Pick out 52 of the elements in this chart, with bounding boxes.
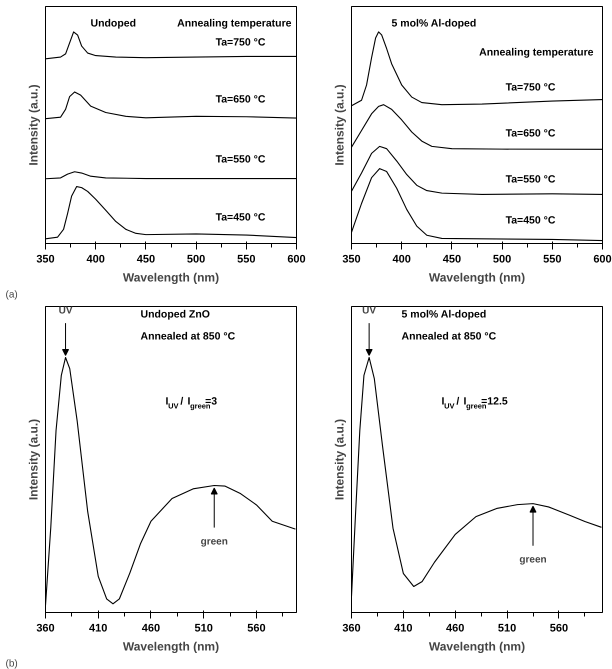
annotation: Ta=650 °C: [216, 94, 266, 106]
annotation: UV: [362, 306, 376, 317]
y-axis-title: Intensity (a.u.): [332, 84, 346, 166]
x-tick-label: 460: [446, 622, 464, 634]
x-tick-label: 510: [498, 622, 516, 634]
x-tick-label: 550: [543, 254, 562, 266]
annotation: green: [200, 536, 228, 548]
x-axis-title: Wavelength (nm): [428, 640, 526, 654]
x-axis-title: Wavelength (nm): [122, 640, 220, 654]
x-tick-label: 450: [442, 254, 462, 266]
x-tick-label: 500: [492, 254, 512, 266]
x-tick-label: 410: [89, 622, 108, 634]
x-tick-label: 360: [342, 622, 361, 634]
annotation: Ta=550 °C: [506, 174, 556, 186]
x-tick-label: 360: [36, 622, 55, 634]
annotation: Ta=750 °C: [216, 36, 266, 48]
text: Undoped: [90, 18, 136, 30]
y-axis-title: Intensity (a.u.): [332, 418, 346, 500]
x-tick-label: 510: [194, 622, 213, 634]
y-axis-title: Intensity (a.u.): [26, 84, 40, 166]
text: 5 mol% Al-doped: [402, 308, 486, 320]
x-tick-label: 550: [237, 254, 256, 266]
annotation: Ta=550 °C: [216, 154, 266, 166]
text: Annealed at 850 °C: [140, 330, 236, 342]
text: Annealed at 850 °C: [402, 330, 497, 342]
x-tick-label: 500: [186, 254, 206, 266]
y-axis-title: Intensity (a.u.): [26, 418, 40, 500]
text: 5 mol% Al-doped: [392, 18, 476, 30]
x-tick-label: 460: [142, 622, 160, 634]
annotation: Ta=450 °C: [506, 214, 556, 226]
x-tick-label: 350: [342, 254, 361, 266]
annotation: green: [519, 554, 547, 566]
x-tick-label: 560: [247, 622, 266, 634]
annotation: Ta=750 °C: [506, 82, 556, 94]
x-axis-title: Wavelength (nm): [122, 270, 220, 284]
annotation: Ta=650 °C: [506, 128, 556, 140]
x-tick-label: 560: [550, 622, 568, 634]
x-tick-label: 400: [392, 254, 411, 266]
x-axis-title: Wavelength (nm): [428, 270, 526, 284]
annotation: UV: [58, 306, 73, 317]
text: (b): [6, 658, 18, 669]
x-tick-label: 600: [287, 254, 306, 266]
x-tick-label: 600: [593, 254, 612, 266]
annotation: Ta=450 °C: [216, 212, 266, 224]
x-tick-label: 450: [136, 254, 156, 266]
x-tick-label: 410: [394, 622, 413, 634]
text: Annealing temperature: [177, 18, 292, 30]
annotation: Annealing temperature: [479, 46, 594, 58]
x-tick-label: 400: [86, 254, 105, 266]
x-tick-label: 350: [36, 254, 55, 266]
text: (a): [6, 290, 18, 300]
text: Undoped ZnO: [140, 308, 210, 320]
